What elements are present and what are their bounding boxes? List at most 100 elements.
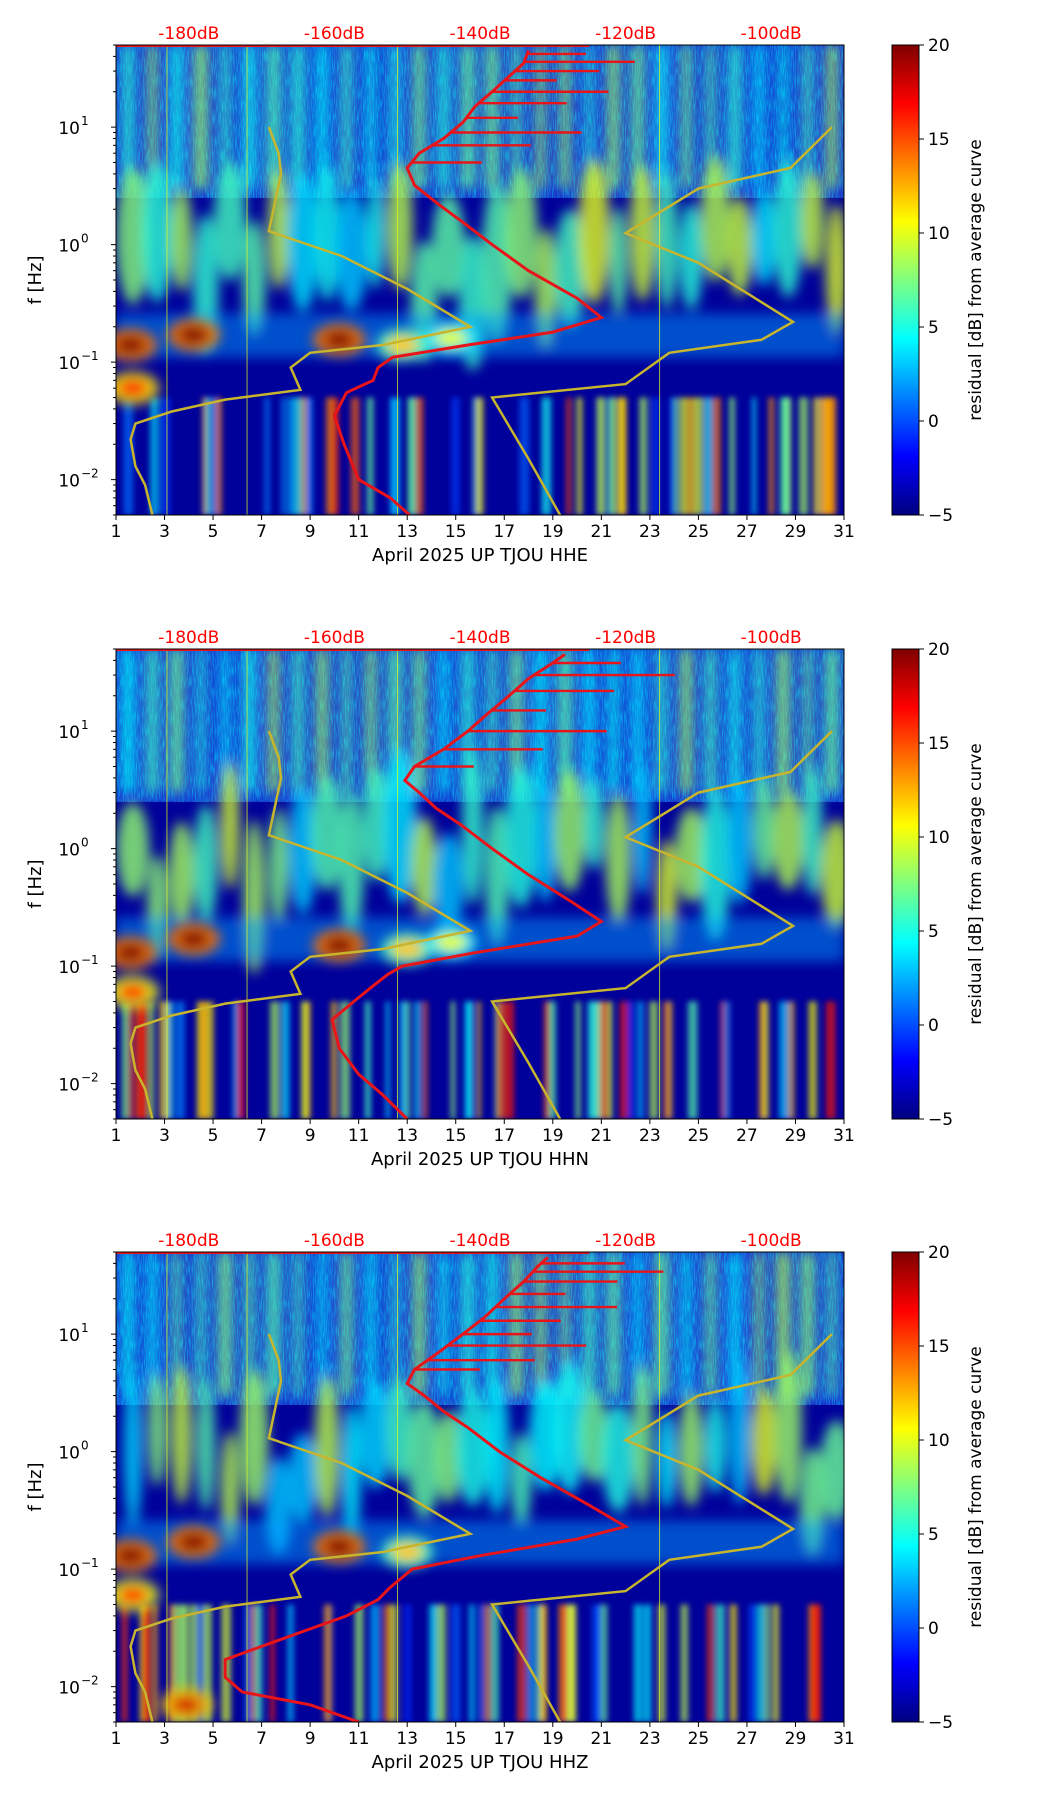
hotspot-core [116, 379, 149, 398]
colorbar [891, 1251, 920, 1723]
colorbar-tick-label: 15 [928, 1337, 950, 1357]
microseism-plume [193, 804, 218, 924]
hotspot-core [177, 930, 210, 949]
daily-stripe [779, 45, 788, 189]
daily-stripe [510, 649, 523, 793]
daily-stripe [705, 649, 716, 793]
y-tick-label: 10 [58, 841, 80, 861]
lf-bar [389, 1604, 398, 1722]
lf-bar [484, 1604, 491, 1722]
lf-bar [408, 397, 418, 515]
microseism-plume [726, 775, 753, 905]
x-tick-label: 13 [396, 1126, 418, 1146]
lf-bar [128, 1001, 134, 1119]
daily-stripe [729, 649, 741, 793]
microseism-plume [484, 805, 510, 946]
x-tick-label: 29 [785, 522, 807, 542]
lf-bar [330, 1001, 338, 1119]
lf-bar [798, 397, 809, 515]
daily-stripe [583, 1252, 595, 1396]
lf-bar [323, 1604, 332, 1722]
y-tick-exponent: 0 [81, 232, 89, 246]
lf-bar [200, 1001, 206, 1119]
hotspot-core [116, 1546, 147, 1565]
daily-stripe [682, 1252, 691, 1396]
lf-bar [723, 1001, 731, 1119]
daily-stripe [414, 649, 425, 793]
colorbar-tick-label: 0 [928, 1619, 939, 1639]
daily-stripe [608, 45, 619, 189]
colorbar-label: residual [dB] from average curve [966, 1346, 986, 1627]
x-tick-label: 9 [305, 1126, 316, 1146]
lf-bar [820, 397, 830, 515]
lf-bar [597, 1001, 605, 1119]
colorbar-tick-label: 20 [928, 1243, 950, 1263]
lf-bar [751, 397, 757, 515]
microseism-plume [196, 1379, 215, 1512]
lf-bar [123, 397, 134, 515]
lf-bar [527, 1604, 535, 1722]
x-tick-label: 23 [639, 1126, 661, 1146]
lf-bar [637, 1001, 644, 1119]
daily-stripe [657, 649, 667, 793]
lf-bar [325, 397, 335, 515]
hotspot-core [177, 1533, 210, 1552]
x-tick-label: 27 [736, 1126, 758, 1146]
lf-bar [468, 1604, 475, 1722]
top-db-label: -140dB [449, 1231, 510, 1251]
microseism-plume [171, 1365, 192, 1505]
lf-bar [715, 1604, 725, 1722]
hotspot-core [323, 1537, 356, 1556]
daily-stripe [655, 1252, 669, 1396]
x-tick-label: 31 [833, 522, 855, 542]
lf-bar [281, 397, 286, 515]
daily-stripe [389, 649, 402, 793]
lf-bar [607, 1001, 613, 1119]
lf-bar [403, 1604, 412, 1722]
x-tick-label: 17 [493, 522, 515, 542]
daily-stripe [170, 649, 183, 793]
lf-bar [827, 397, 837, 515]
lf-bar [569, 1604, 576, 1722]
top-db-label: -140dB [449, 24, 510, 44]
x-tick-label: 1 [111, 522, 122, 542]
microseism-plume [825, 204, 844, 335]
top-db-label: -160dB [304, 628, 365, 648]
daily-stripe [292, 45, 304, 189]
top-db-label: -120dB [595, 1231, 656, 1251]
microseism-plume [679, 202, 704, 310]
daily-stripe [122, 45, 134, 189]
lf-bar [576, 397, 583, 515]
lf-bar [680, 1604, 689, 1722]
x-tick-label: 5 [208, 1126, 219, 1146]
daily-stripe [243, 649, 256, 793]
lf-bar [451, 397, 460, 515]
microseism-plume [481, 183, 513, 343]
lf-bar [202, 1604, 212, 1722]
x-tick-label: 27 [736, 1729, 758, 1749]
microseism-plume [267, 168, 290, 290]
daily-stripe [583, 649, 595, 793]
lf-bar [467, 1001, 474, 1119]
lf-bar [139, 1001, 148, 1119]
microseism-plume [311, 775, 344, 891]
top-db-label: -180dB [158, 24, 219, 44]
x-tick-label: 11 [348, 522, 370, 542]
lf-bar [619, 1001, 628, 1119]
daily-stripe [148, 1252, 157, 1396]
x-tick-label: 9 [305, 1729, 316, 1749]
y-tick-label: 10 [58, 1444, 80, 1464]
microseism-plume [334, 190, 368, 311]
daily-stripe [294, 1252, 302, 1396]
lf-bar [566, 397, 572, 515]
daily-stripe [461, 1252, 475, 1396]
hotspot-core [323, 330, 356, 349]
lf-bar [669, 397, 674, 515]
daily-stripe [146, 649, 158, 793]
daily-stripe [560, 45, 570, 189]
y-tick-label: 10 [58, 1076, 80, 1096]
x-tick-label: 21 [591, 1126, 613, 1146]
microseism-plume [751, 189, 777, 286]
microseism-plume [678, 1392, 704, 1507]
microseism-plume [141, 160, 173, 303]
